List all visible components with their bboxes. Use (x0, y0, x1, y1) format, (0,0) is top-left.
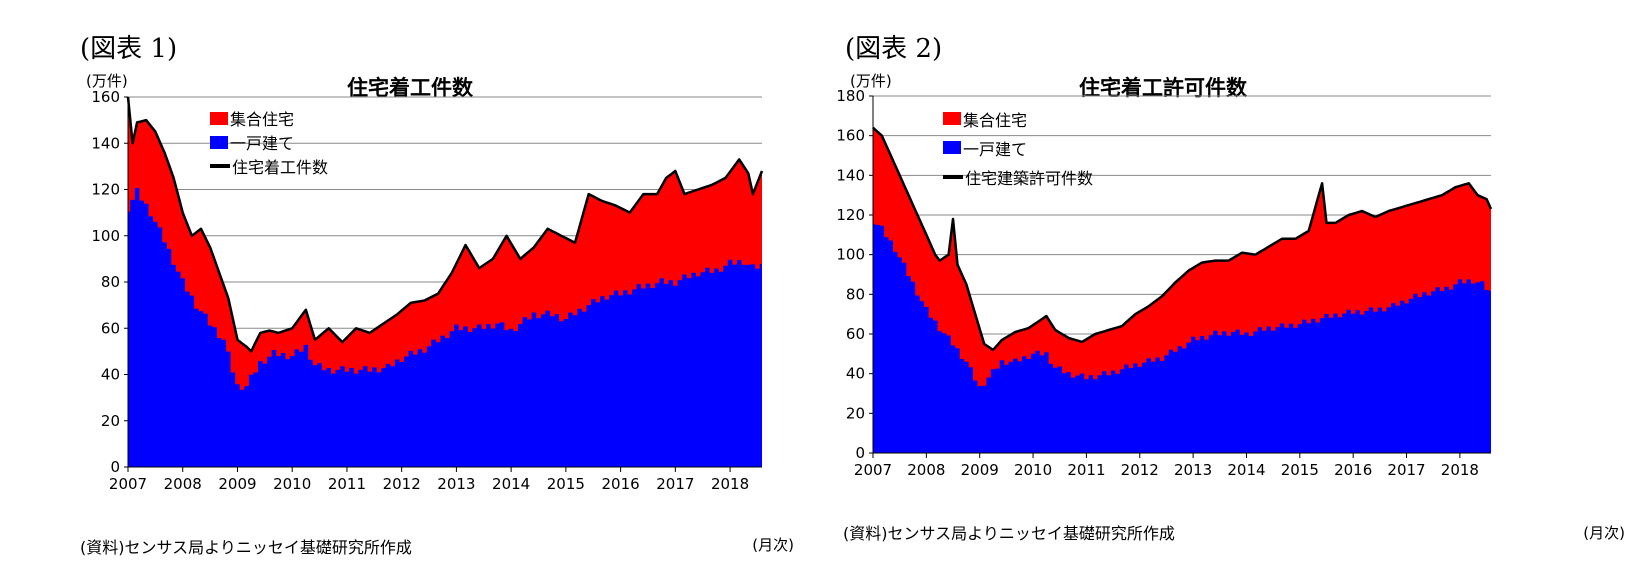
legend-item-apartments: 集合住宅 (943, 104, 1093, 133)
legend-swatch-line (210, 164, 230, 168)
series-single-family-area (128, 188, 762, 467)
y-tick-label: 140 (91, 134, 120, 152)
series-total-line (872, 126, 1493, 352)
x-tick-label: 2012 (1121, 461, 1159, 479)
y-tick-label: 100 (91, 227, 120, 245)
y-tick-label: 20 (101, 412, 120, 430)
legend-item-apartments: 集合住宅 (210, 106, 328, 130)
x-tick-label: 2008 (164, 475, 202, 493)
y-unit-label: (万件) (850, 72, 892, 90)
legend-swatch-blue (210, 135, 228, 149)
legend-label: 一戸建て (230, 134, 295, 153)
y-tick-label: 60 (846, 325, 865, 343)
figure-housing-starts: (図表 1) (万件) 住宅着工件数 0 20 40 60 80 100 120 140 160… (0, 0, 810, 582)
chart-legend: 集合住宅 一戸建て 住宅着工件数 (210, 106, 328, 178)
legend-swatch-red (943, 112, 961, 125)
x-tick-label: 2018 (1441, 461, 1479, 479)
legend-label: 住宅建築許可件数 (965, 168, 1094, 188)
y-tick-label: 80 (101, 273, 120, 291)
y-tick-label: 20 (846, 404, 865, 422)
legend-label: 一戸建て (963, 139, 1028, 159)
x-tick-label: 2008 (907, 461, 945, 479)
y-tick-label: 0 (855, 444, 865, 462)
legend-item-total-line: 住宅着工件数 (210, 154, 328, 178)
y-tick-label: 100 (836, 246, 865, 264)
y-tick-label: 160 (836, 127, 865, 145)
y-tick-label: 180 (836, 87, 865, 105)
legend-item-single-family: 一戸建て (943, 133, 1093, 162)
legend-label: 集合住宅 (230, 110, 295, 129)
x-tick-label: 2007 (109, 475, 147, 493)
x-tick-label: 2010 (1014, 461, 1052, 479)
x-tick-label: 2007 (854, 461, 892, 479)
x-unit-label: (月次) (752, 536, 794, 554)
figure-label: (図表 2) (845, 34, 943, 64)
x-tick-label: 2018 (711, 475, 749, 493)
legend-item-single-family: 一戸建て (210, 130, 328, 154)
chart-legend: 集合住宅 一戸建て 住宅建築許可件数 (943, 104, 1093, 191)
chart-title: 住宅着工件数 (347, 76, 473, 100)
x-tick-label: 2014 (492, 475, 530, 493)
y-tick-label: 160 (91, 88, 120, 106)
legend-swatch-red (210, 111, 228, 125)
x-tick-label: 2009 (961, 461, 999, 479)
x-tick-label: 2016 (602, 475, 640, 493)
legend-swatch-blue (943, 141, 961, 154)
source-note: (資料)センサス局よりニッセイ基礎研究所作成 (843, 524, 1175, 543)
x-tick-label: 2014 (1227, 461, 1265, 479)
source-note: (資料)センサス局よりニッセイ基礎研究所作成 (80, 538, 412, 557)
x-unit-label: (月次) (1583, 524, 1625, 542)
series-total-line (126, 96, 764, 353)
y-tick-label: 40 (846, 365, 865, 383)
legend-swatch-line (943, 174, 963, 179)
series-single-family-area (873, 224, 1491, 453)
x-tick-label: 2013 (437, 475, 475, 493)
figure-label: (図表 1) (80, 34, 178, 64)
x-tick-label: 2012 (383, 475, 421, 493)
x-tick-label: 2017 (1387, 461, 1425, 479)
y-tick-label: 140 (836, 166, 865, 184)
x-tick-label: 2011 (328, 475, 366, 493)
y-tick-label: 60 (101, 319, 120, 337)
y-tick-label: 120 (91, 181, 120, 199)
y-unit-label: (万件) (86, 72, 128, 90)
legend-label: 住宅着工件数 (232, 158, 329, 177)
y-tick-label: 0 (110, 458, 120, 476)
chart-plot-area: 0 20 40 60 80 100 120 140 160 2007 2008 2009 2010 201… (91, 88, 764, 493)
y-tick-label: 80 (846, 285, 865, 303)
legend-label: 集合住宅 (963, 110, 1028, 130)
x-tick-label: 2015 (547, 475, 585, 493)
figure-building-permits: (図表 2) (万件) 住宅着工許可件数 0 20 40 60 80 100 120 140 1… (823, 0, 1633, 582)
chart-plot-area: 0 20 40 60 80 100 120 140 160 180 2007 2008 2009 2010… (836, 87, 1493, 479)
x-tick-label: 2009 (218, 475, 256, 493)
y-tick-label: 120 (836, 206, 865, 224)
x-tick-label: 2015 (1281, 461, 1319, 479)
y-tick-label: 40 (101, 366, 120, 384)
x-tick-label: 2010 (273, 475, 311, 493)
x-tick-label: 2016 (1334, 461, 1372, 479)
x-tick-label: 2017 (656, 475, 694, 493)
x-tick-label: 2011 (1067, 461, 1105, 479)
legend-item-total-line: 住宅建築許可件数 (943, 162, 1093, 191)
x-tick-label: 2013 (1174, 461, 1212, 479)
